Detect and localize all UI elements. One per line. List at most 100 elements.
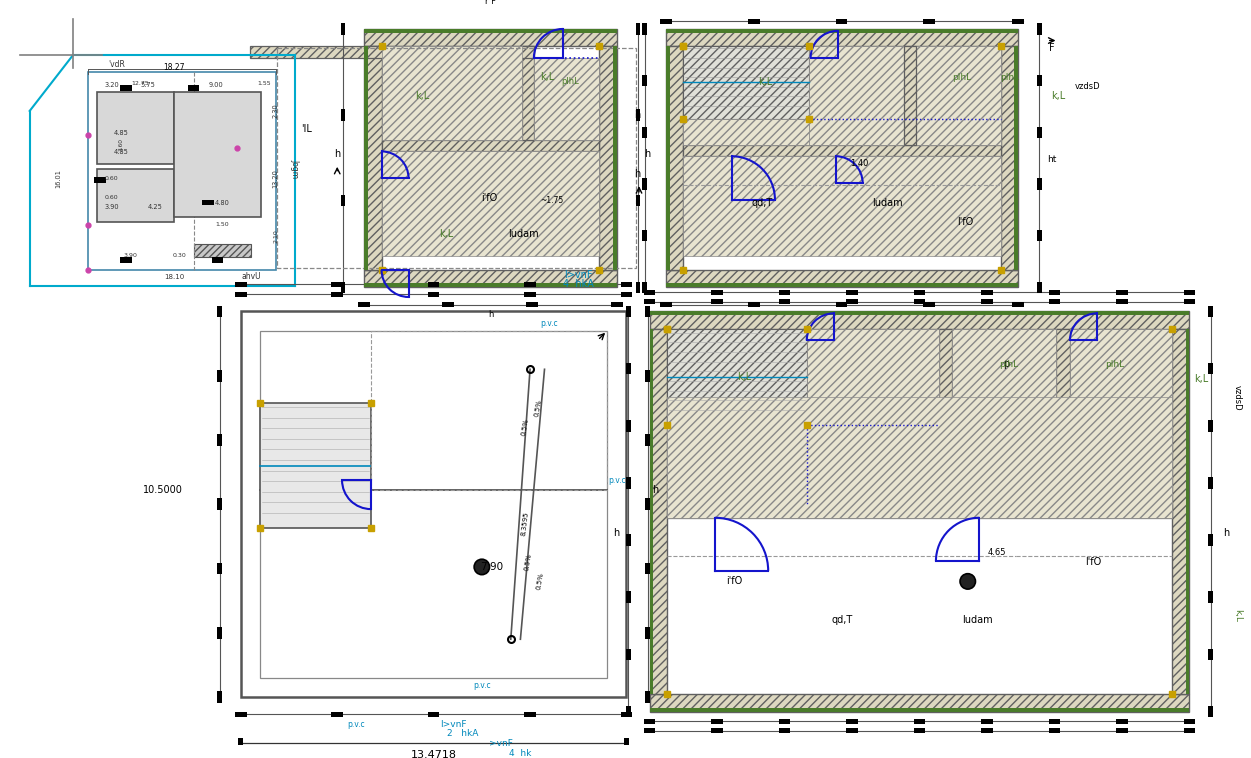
Bar: [1208, 420, 1213, 431]
Text: p: p: [1003, 359, 1010, 369]
Bar: [642, 281, 647, 293]
Bar: [642, 178, 647, 190]
Text: 4.25: 4.25: [148, 205, 163, 210]
Bar: [636, 281, 641, 293]
Bar: [636, 23, 641, 35]
Bar: [1116, 290, 1128, 295]
Bar: [120, 85, 131, 91]
Text: p.v.c: p.v.c: [608, 476, 626, 484]
Bar: [174, 92, 261, 217]
Text: qd,T: qd,T: [832, 615, 853, 625]
Text: qd,T: qd,T: [752, 198, 773, 208]
Bar: [203, 199, 214, 205]
Bar: [667, 504, 1172, 518]
Bar: [683, 46, 808, 119]
Bar: [372, 330, 607, 490]
Text: plhL: plhL: [1001, 73, 1020, 82]
Bar: [1208, 534, 1213, 546]
Bar: [624, 738, 629, 749]
Bar: [260, 403, 372, 528]
Text: k,L: k,L: [1051, 92, 1066, 102]
Bar: [1208, 649, 1213, 660]
Bar: [1012, 302, 1023, 307]
Bar: [642, 127, 647, 138]
Bar: [712, 290, 723, 295]
Bar: [646, 499, 651, 510]
Bar: [527, 302, 538, 307]
Bar: [636, 195, 641, 206]
Bar: [1037, 75, 1042, 86]
Bar: [846, 299, 858, 304]
Text: 3.90: 3.90: [104, 205, 119, 210]
Text: p.v.c: p.v.c: [540, 318, 558, 327]
Text: i'fO: i'fO: [727, 576, 743, 587]
Text: h: h: [1223, 528, 1230, 538]
Bar: [1208, 363, 1213, 374]
Bar: [626, 534, 631, 546]
Bar: [94, 177, 106, 183]
Bar: [981, 290, 993, 295]
Text: 3.60: 3.60: [119, 138, 124, 151]
Bar: [649, 329, 667, 694]
Text: h: h: [488, 310, 493, 319]
Bar: [626, 706, 631, 717]
Bar: [340, 195, 345, 206]
Bar: [779, 290, 791, 295]
Bar: [428, 282, 439, 287]
Bar: [364, 29, 617, 46]
Bar: [646, 627, 651, 638]
Bar: [1116, 728, 1128, 733]
Text: F: F: [1048, 43, 1055, 53]
Bar: [846, 728, 858, 733]
Text: l'fO: l'fO: [957, 217, 973, 227]
Bar: [667, 425, 807, 504]
Bar: [359, 302, 370, 307]
Bar: [188, 85, 199, 91]
Bar: [712, 299, 723, 304]
Text: ludam: ludam: [962, 615, 993, 625]
Bar: [836, 19, 847, 23]
Bar: [1048, 299, 1061, 304]
Text: 12.75: 12.75: [131, 81, 149, 86]
Text: k,L: k,L: [540, 72, 554, 82]
Text: 1.40: 1.40: [849, 159, 868, 168]
Bar: [666, 283, 1018, 287]
Bar: [1070, 329, 1172, 504]
Bar: [194, 244, 251, 258]
Text: k,L: k,L: [737, 372, 751, 382]
Bar: [748, 19, 759, 23]
Bar: [239, 738, 243, 749]
Bar: [667, 397, 1172, 518]
Bar: [364, 46, 382, 270]
Bar: [1208, 591, 1213, 603]
Bar: [779, 728, 791, 733]
Text: 16.01: 16.01: [55, 169, 61, 188]
Bar: [364, 46, 368, 270]
Text: k,L: k,L: [415, 92, 429, 102]
Text: r F: r F: [485, 0, 497, 7]
Bar: [235, 712, 246, 717]
Text: plhL: plhL: [998, 360, 1018, 369]
Bar: [661, 302, 672, 307]
Bar: [642, 23, 647, 35]
Bar: [836, 302, 847, 307]
Text: vzdsD: vzdsD: [1075, 83, 1100, 91]
Bar: [779, 299, 791, 304]
Bar: [666, 29, 1018, 33]
Bar: [1208, 706, 1213, 717]
Bar: [667, 329, 807, 425]
Bar: [913, 290, 926, 295]
Bar: [428, 712, 439, 717]
Bar: [218, 305, 221, 318]
Bar: [846, 719, 858, 724]
Bar: [666, 29, 1018, 46]
Text: p.v.c: p.v.c: [473, 681, 490, 690]
Text: vzdsD: vzdsD: [1233, 385, 1242, 411]
Bar: [649, 312, 1190, 329]
Circle shape: [474, 559, 489, 575]
Bar: [620, 282, 632, 287]
Bar: [218, 434, 221, 446]
Bar: [332, 712, 343, 717]
Bar: [1048, 728, 1061, 733]
Bar: [382, 139, 599, 152]
